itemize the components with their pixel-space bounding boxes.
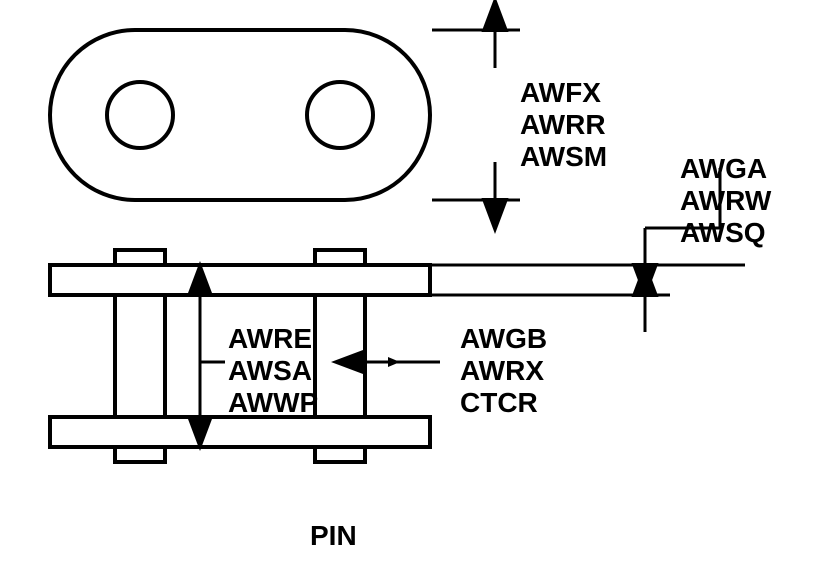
height-dimension: AWFX AWRR AWSM — [432, 30, 607, 200]
inner-label-2: AWSA — [228, 355, 312, 386]
thickness-label-2: AWRW — [680, 185, 772, 216]
inner-label-1: AWRE — [228, 323, 312, 354]
diagram-title: PIN — [310, 520, 357, 551]
pin-diagram: AWFX AWRR AWSM — [0, 0, 826, 573]
pin-stub-bottom-right — [315, 447, 365, 462]
top-view — [50, 30, 430, 200]
pinw-label-2: AWRX — [460, 355, 544, 386]
bottom-plate — [50, 417, 430, 447]
pin-stub-top-right — [315, 250, 365, 265]
height-label-3: AWSM — [520, 141, 607, 172]
pin-body-left — [115, 295, 165, 417]
pin-stub-bottom-left — [115, 447, 165, 462]
top-plate — [50, 265, 430, 295]
pin-hole-left — [107, 82, 173, 148]
pinw-arrow-right-head — [388, 357, 400, 367]
thickness-label-1: AWGA — [680, 153, 767, 184]
pinw-label-1: AWGB — [460, 323, 547, 354]
pin-width-dimension: AWGB AWRX CTCR — [365, 295, 547, 418]
pin-stub-top-left — [115, 250, 165, 265]
height-label-2: AWRR — [520, 109, 606, 140]
pin-body-right — [315, 295, 365, 417]
inner-height-dimension: AWRE AWSA AWWP — [200, 297, 318, 418]
pin-hole-right — [307, 82, 373, 148]
pinw-label-3: CTCR — [460, 387, 538, 418]
thickness-label-3: AWSQ — [680, 217, 766, 248]
thickness-dimension: AWGA AWRW AWSQ — [432, 153, 772, 332]
inner-label-3: AWWP — [228, 387, 318, 418]
height-label-1: AWFX — [520, 77, 601, 108]
diagram-svg: AWFX AWRR AWSM — [0, 0, 826, 573]
